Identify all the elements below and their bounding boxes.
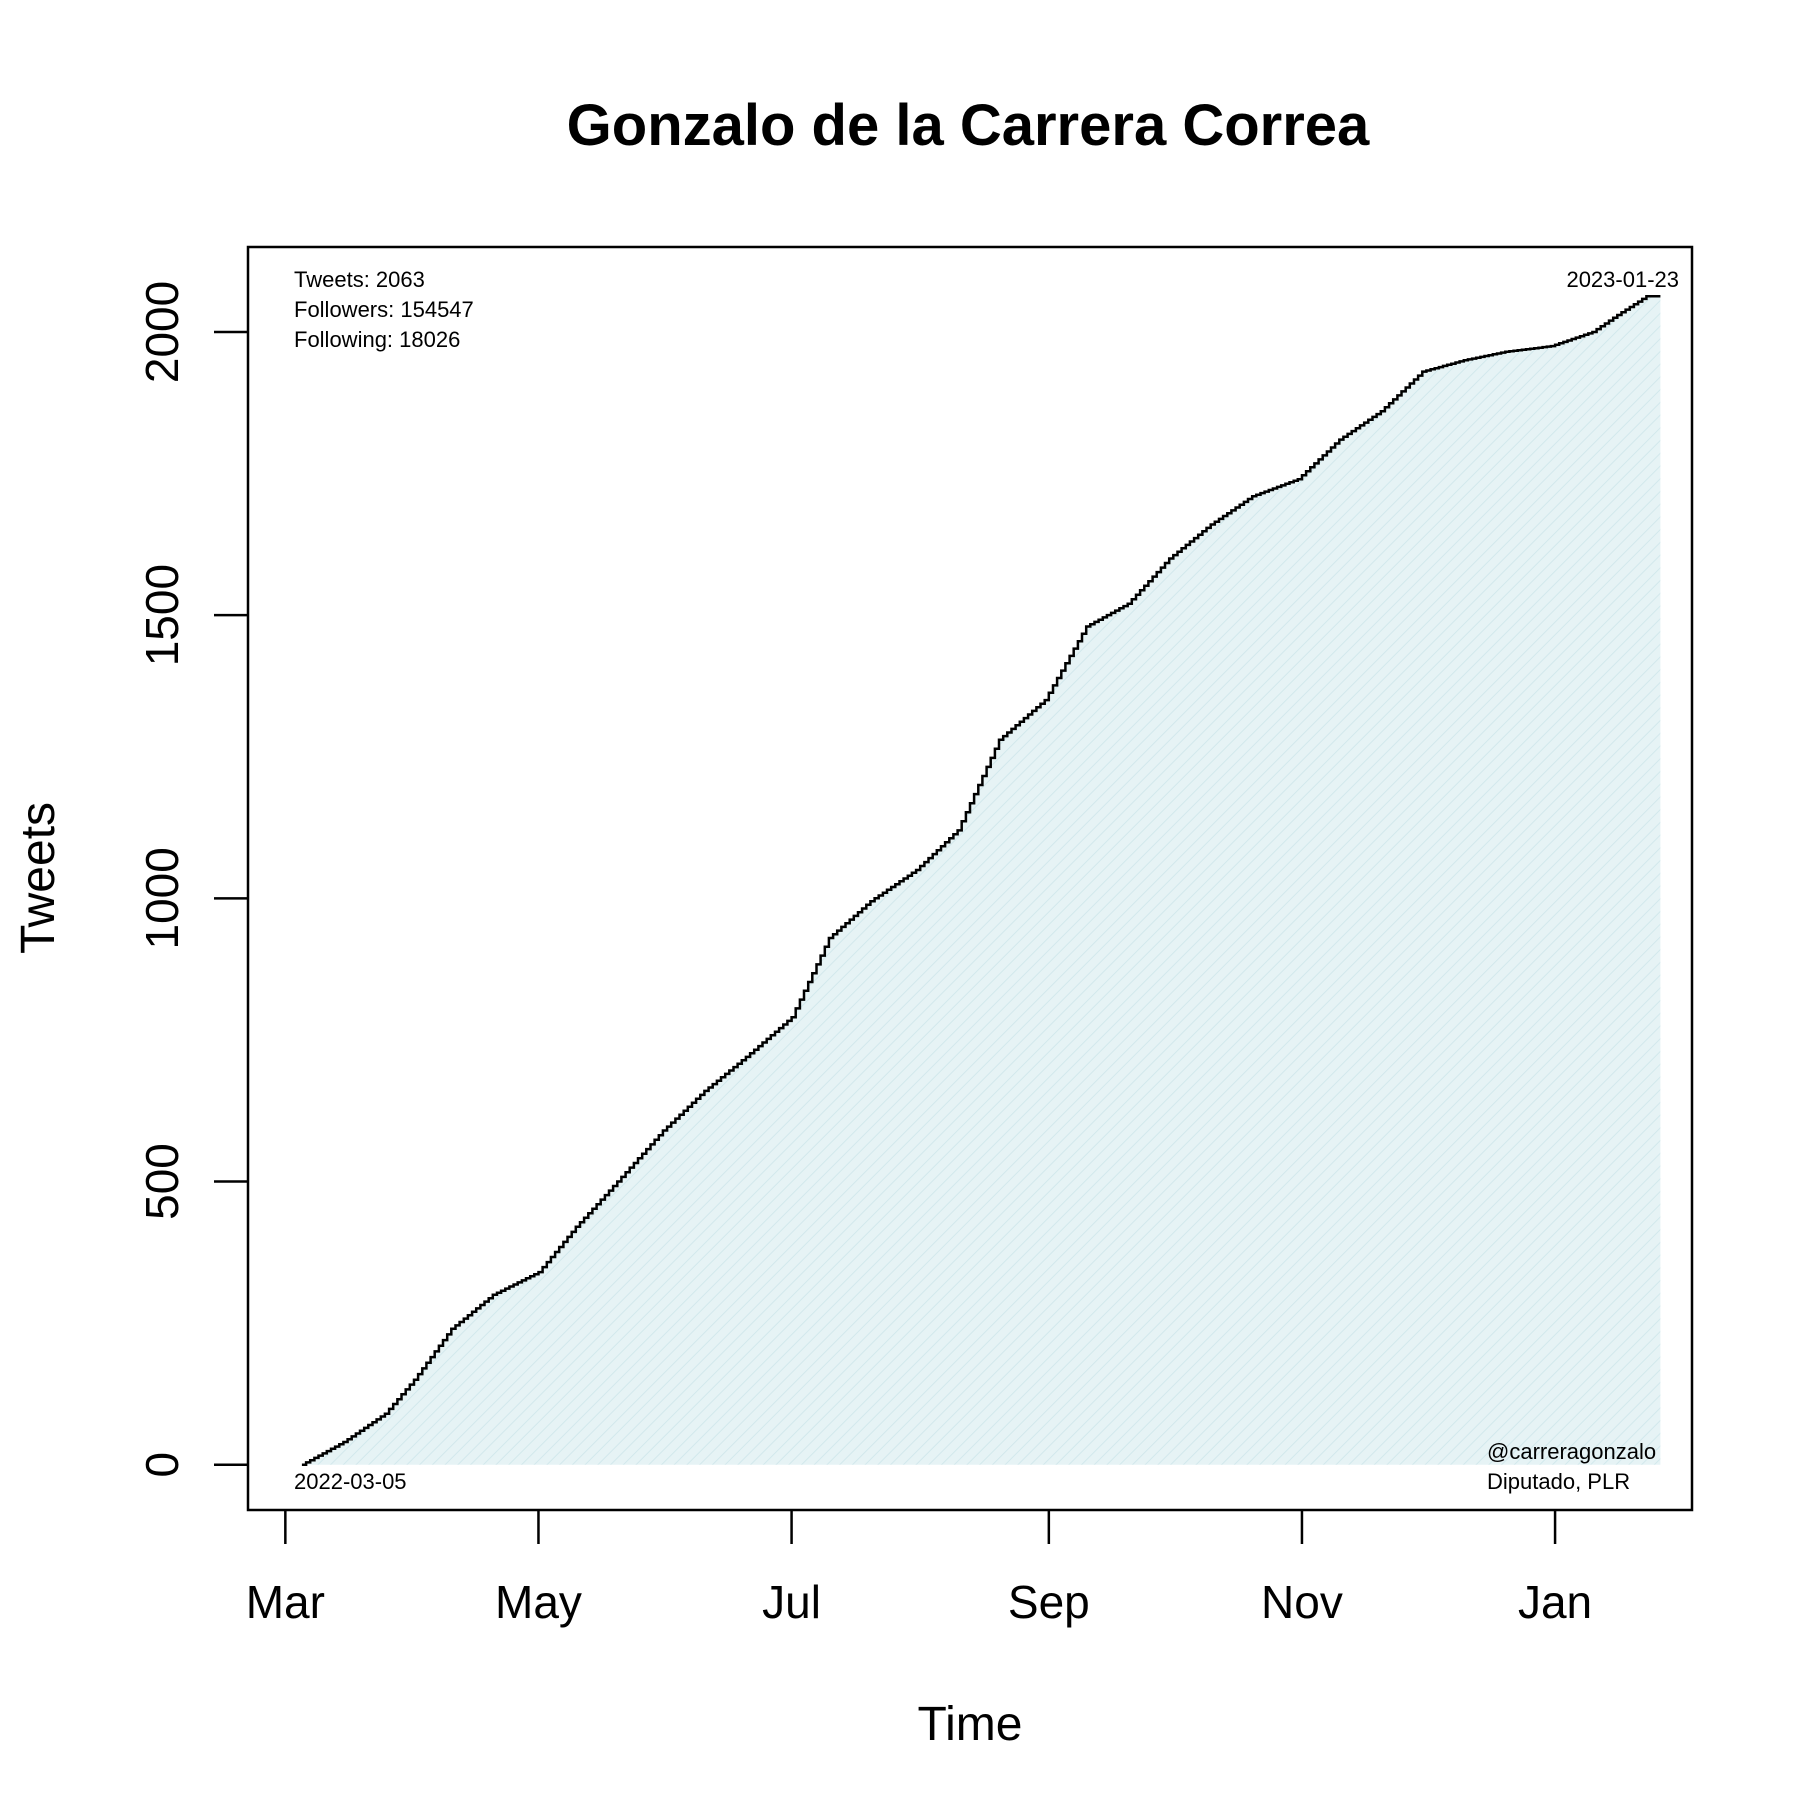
y-axis: 0 500 1000 1500 2000	[136, 281, 248, 1478]
start-date-note: 2022-03-05	[294, 1469, 407, 1494]
role-note: Diputado, PLR	[1487, 1469, 1630, 1494]
x-tick-label: Jul	[762, 1576, 821, 1628]
handle-note: @carreragonzalo	[1487, 1439, 1656, 1464]
tweets-count-note: Tweets: 2063	[294, 267, 425, 292]
x-axis: Mar May Jul Sep Nov Jan	[246, 1510, 1592, 1628]
y-tick-label: 0	[136, 1452, 188, 1478]
cumulative-area	[301, 296, 1661, 1465]
x-tick-label: Mar	[246, 1576, 325, 1628]
followers-count-note: Followers: 154547	[294, 297, 474, 322]
y-axis-title: Tweets	[12, 802, 65, 954]
plot-frame	[246, 245, 1694, 1512]
plot-area	[301, 295, 1661, 1466]
x-tick-label: May	[495, 1576, 582, 1628]
x-tick-label: Jan	[1518, 1576, 1592, 1628]
cumulative-tweets-line	[301, 295, 1661, 1466]
y-tick-label: 1500	[136, 564, 188, 666]
y-tick-label: 2000	[136, 281, 188, 383]
y-tick-label: 500	[136, 1143, 188, 1220]
chart-title: Gonzalo de la Carrera Correa	[567, 93, 1370, 158]
following-count-note: Following: 18026	[294, 327, 460, 352]
x-axis-title: Time	[918, 1698, 1023, 1751]
y-tick-label: 1000	[136, 847, 188, 949]
end-date-note: 2023-01-23	[1566, 267, 1679, 292]
x-tick-label: Nov	[1261, 1576, 1343, 1628]
x-tick-label: Sep	[1008, 1576, 1090, 1628]
